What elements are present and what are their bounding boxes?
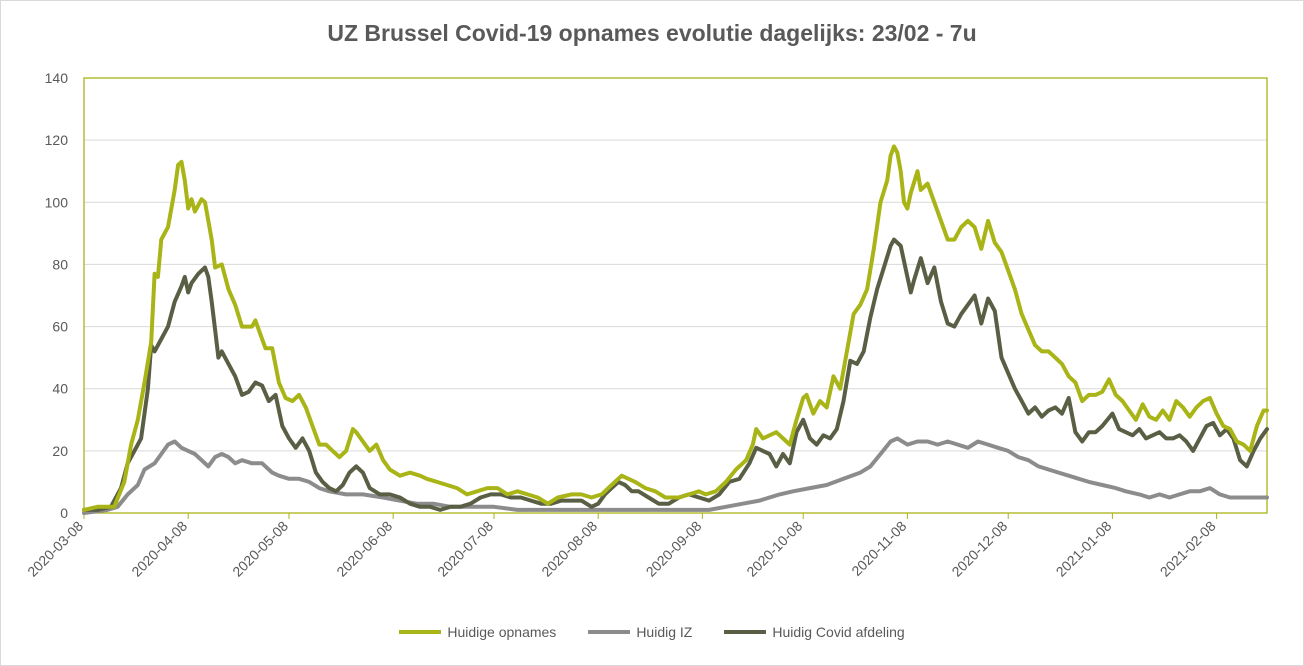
y-tick-label: 100 [45,194,69,210]
x-tick-label: 2020-03-08 [24,518,86,580]
legend-swatch-huidig-covid-afdeling [724,630,767,634]
x-tick-label: 2020-09-08 [643,518,705,580]
legend-swatch-huidige-opnames [399,630,442,634]
series-line-huidige-opnames [82,144,1269,512]
x-tick-label: 2020-08-08 [538,518,600,580]
legend-swatch-huidig-iz [588,630,631,634]
legend-item-huidige-opnames: Huidige opnames [399,624,556,640]
series-line-huidig-covid-afdeling [82,237,1269,512]
y-tick-label: 0 [60,505,68,521]
chart-legend: Huidige opnames Huidig IZ Huidig Covid a… [0,624,1304,640]
y-tick-label: 140 [45,70,69,86]
legend-label-huidig-covid-afdeling: Huidig Covid afdeling [772,624,905,640]
series-line-huidig-iz [82,436,1269,515]
x-tick-label: 2020-10-08 [743,518,805,580]
plot-area [83,77,1268,514]
y-tick-label: 20 [52,443,68,459]
legend-item-huidig-iz: Huidig IZ [588,624,692,640]
y-tick-label: 40 [52,381,68,397]
y-tick-label: 80 [52,256,68,272]
chart-title: UZ Brussel Covid-19 opnames evolutie dag… [327,20,977,46]
x-tick-label: 2020-05-08 [229,518,291,580]
x-tick-label: 2021-01-08 [1053,518,1115,580]
x-tick-label: 2020-04-08 [128,518,190,580]
y-tick-label: 120 [45,132,69,148]
x-tick-label: 2021-02-08 [1157,518,1219,580]
legend-item-huidig-covid-afdeling: Huidig Covid afdeling [724,624,905,640]
x-tick-label: 2020-12-08 [948,518,1010,580]
x-tick-label: 2020-06-08 [333,518,395,580]
legend-label-huidig-iz: Huidig IZ [636,624,693,640]
y-tick-label: 60 [52,319,68,335]
x-tick-label: 2020-11-08 [848,518,909,579]
x-tick-label: 2020-07-08 [434,518,496,580]
legend-label-huidige-opnames: Huidige opnames [447,624,557,640]
